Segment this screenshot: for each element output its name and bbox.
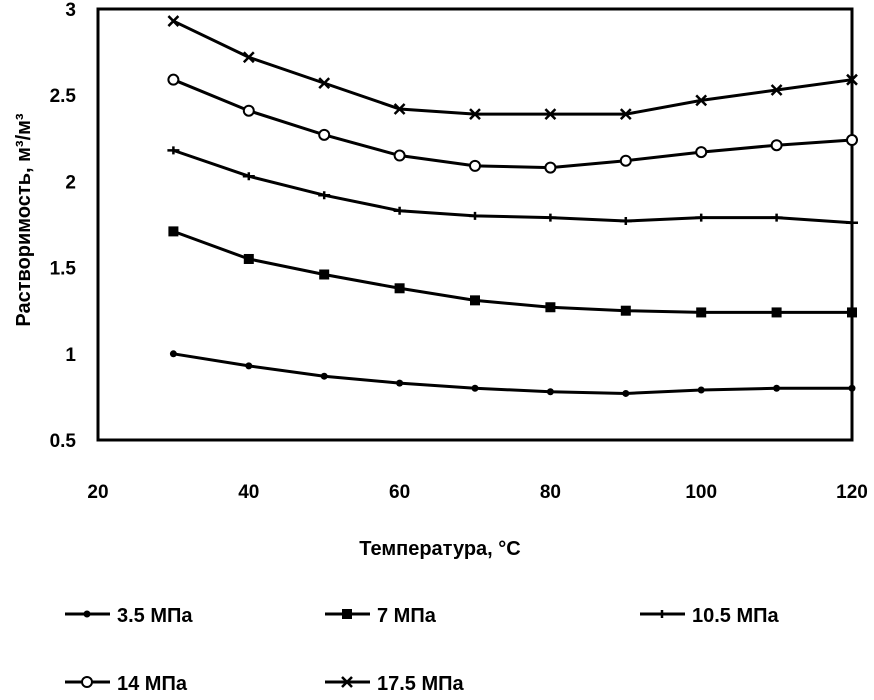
legend-item: 14 МПа — [65, 673, 188, 695]
data-point — [242, 104, 255, 117]
legend-label: 3.5 МПа — [117, 605, 193, 627]
data-point — [396, 379, 404, 387]
data-point — [242, 51, 255, 64]
y-tick-label: 2.5 — [50, 86, 77, 107]
series-line — [172, 19, 853, 116]
legend-item: 10.5 МПа — [640, 605, 780, 627]
legend-item: 7 МПа — [325, 605, 437, 627]
legend-marker — [81, 676, 93, 688]
x-tick-label: 80 — [540, 482, 561, 503]
data-point — [393, 206, 406, 215]
data-point — [243, 253, 254, 264]
data-point — [696, 307, 707, 318]
data-point — [546, 388, 554, 396]
legend-marker — [342, 609, 352, 619]
data-point — [544, 213, 557, 222]
y-tick-label: 0.5 — [50, 431, 77, 452]
legend-item: 3.5 МПа — [65, 605, 193, 627]
legend-marker — [83, 610, 91, 618]
series-line — [173, 352, 852, 395]
series-0 — [169, 350, 856, 397]
data-point — [846, 218, 858, 227]
data-point — [167, 146, 180, 155]
x-tick-label: 40 — [238, 482, 259, 503]
data-point — [544, 161, 557, 174]
data-point — [469, 108, 481, 121]
data-point — [393, 103, 406, 115]
data-point — [544, 108, 557, 121]
data-point — [318, 128, 331, 141]
x-axis-label: Температура, °C — [359, 538, 520, 560]
y-tick-label: 1 — [65, 345, 76, 366]
series-1 — [168, 226, 857, 318]
data-point — [619, 217, 632, 226]
data-point — [770, 213, 783, 222]
data-point — [319, 269, 330, 280]
data-point — [471, 384, 479, 392]
x-tick-label: 60 — [389, 482, 410, 503]
data-point — [695, 146, 708, 159]
data-point — [697, 386, 705, 394]
legend-label: 10.5 МПа — [692, 605, 780, 627]
series-line — [172, 229, 852, 314]
data-point — [167, 15, 180, 27]
y-tick-label: 3 — [65, 0, 76, 21]
series-3 — [167, 73, 858, 174]
data-point — [318, 191, 331, 200]
data-point — [167, 73, 180, 86]
legend-marker — [341, 676, 353, 688]
x-tick-label: 100 — [685, 482, 717, 503]
data-point — [169, 350, 177, 358]
data-point — [393, 149, 406, 162]
y-tick-label: 2 — [65, 172, 76, 193]
data-point — [619, 108, 632, 121]
data-point — [469, 159, 481, 172]
data-point — [320, 372, 328, 380]
legend-label: 17.5 МПа — [377, 673, 465, 695]
series-4 — [167, 15, 858, 121]
data-point — [846, 134, 858, 147]
legend-label: 7 МПа — [377, 605, 437, 627]
data-point — [771, 307, 782, 318]
data-point — [242, 172, 255, 181]
legend-label: 14 МПа — [117, 673, 188, 695]
data-point — [847, 307, 857, 318]
data-point — [846, 73, 858, 86]
data-point — [394, 283, 405, 294]
data-point — [619, 154, 632, 167]
data-point — [770, 84, 783, 96]
plot-frame — [96, 7, 854, 442]
data-point — [848, 384, 856, 392]
data-point — [622, 389, 630, 397]
y-axis-label: Растворимость, м³/м³ — [13, 113, 35, 326]
data-point — [545, 302, 556, 313]
data-point — [620, 305, 631, 316]
legend-item: 17.5 МПа — [325, 673, 465, 695]
data-point — [245, 362, 253, 370]
data-point — [695, 94, 708, 107]
data-point — [470, 295, 480, 306]
series-line — [172, 148, 853, 225]
data-point — [318, 77, 331, 90]
x-tick-label: 120 — [836, 482, 868, 503]
y-tick-label: 1.5 — [50, 259, 77, 280]
legend-marker — [656, 610, 668, 618]
series-2 — [167, 146, 858, 227]
data-point — [469, 211, 481, 220]
data-point — [168, 226, 179, 237]
data-point — [773, 384, 781, 392]
x-tick-label: 20 — [87, 482, 108, 503]
data-point — [770, 139, 783, 152]
data-point — [695, 213, 708, 222]
series-line — [172, 78, 853, 170]
